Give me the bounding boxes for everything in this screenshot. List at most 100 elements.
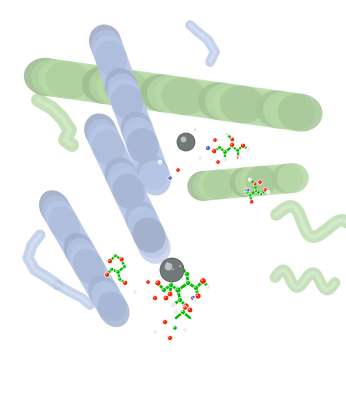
Circle shape [160, 258, 184, 282]
Ellipse shape [95, 41, 127, 76]
Circle shape [183, 328, 187, 332]
Circle shape [123, 280, 128, 285]
Circle shape [168, 176, 172, 180]
Circle shape [217, 161, 218, 162]
Circle shape [181, 310, 185, 314]
Ellipse shape [45, 201, 77, 236]
Circle shape [179, 265, 181, 267]
Ellipse shape [79, 260, 111, 295]
Circle shape [118, 277, 122, 281]
Ellipse shape [97, 141, 130, 176]
Circle shape [116, 270, 120, 274]
Circle shape [163, 288, 164, 290]
Ellipse shape [278, 94, 322, 132]
Circle shape [237, 156, 239, 158]
Circle shape [158, 160, 162, 164]
Circle shape [231, 146, 232, 147]
Circle shape [119, 278, 120, 279]
Circle shape [224, 158, 225, 159]
Ellipse shape [120, 190, 153, 226]
Circle shape [175, 287, 181, 293]
Circle shape [154, 331, 155, 332]
Ellipse shape [76, 254, 108, 290]
Ellipse shape [133, 144, 165, 179]
Circle shape [184, 272, 190, 276]
Circle shape [153, 330, 157, 334]
Ellipse shape [139, 161, 171, 196]
Circle shape [174, 327, 175, 328]
Ellipse shape [263, 92, 308, 130]
Circle shape [124, 281, 125, 283]
Circle shape [251, 200, 252, 202]
Circle shape [193, 286, 199, 290]
Circle shape [199, 157, 200, 158]
Circle shape [113, 254, 117, 258]
Ellipse shape [128, 206, 160, 242]
Ellipse shape [46, 61, 90, 99]
Ellipse shape [61, 228, 92, 263]
Circle shape [194, 299, 195, 300]
Circle shape [201, 279, 203, 281]
Ellipse shape [261, 164, 293, 194]
Ellipse shape [133, 218, 165, 253]
Circle shape [194, 129, 195, 130]
Ellipse shape [169, 78, 214, 116]
Circle shape [114, 255, 115, 256]
Circle shape [246, 188, 250, 192]
Ellipse shape [203, 170, 235, 200]
Circle shape [230, 137, 235, 142]
Circle shape [146, 280, 150, 284]
Ellipse shape [42, 196, 74, 231]
Ellipse shape [109, 79, 141, 114]
Ellipse shape [51, 212, 83, 247]
Ellipse shape [117, 185, 150, 220]
Circle shape [179, 298, 180, 300]
Circle shape [105, 272, 110, 277]
Circle shape [267, 191, 268, 192]
Circle shape [187, 307, 193, 313]
Ellipse shape [213, 169, 245, 199]
Circle shape [173, 326, 177, 330]
Circle shape [173, 268, 174, 270]
Circle shape [223, 157, 227, 161]
Ellipse shape [125, 72, 170, 110]
Circle shape [254, 189, 258, 192]
Circle shape [258, 180, 262, 184]
Ellipse shape [104, 69, 148, 107]
Ellipse shape [256, 165, 288, 195]
Ellipse shape [112, 174, 145, 209]
Circle shape [122, 265, 126, 268]
Ellipse shape [240, 166, 272, 196]
Ellipse shape [107, 74, 139, 108]
Circle shape [167, 291, 173, 297]
Ellipse shape [82, 66, 127, 104]
Ellipse shape [135, 150, 167, 185]
Circle shape [212, 148, 217, 154]
Circle shape [263, 188, 267, 192]
Circle shape [163, 320, 167, 324]
Ellipse shape [249, 90, 293, 128]
Circle shape [162, 288, 166, 292]
Circle shape [182, 310, 183, 312]
Ellipse shape [110, 168, 143, 204]
Circle shape [182, 310, 183, 312]
Circle shape [156, 281, 158, 283]
Ellipse shape [256, 90, 301, 128]
Ellipse shape [138, 228, 171, 264]
Circle shape [170, 302, 176, 308]
Circle shape [246, 147, 251, 151]
Ellipse shape [98, 292, 129, 327]
Ellipse shape [125, 201, 158, 236]
Ellipse shape [73, 249, 105, 284]
Circle shape [226, 133, 227, 134]
Ellipse shape [229, 167, 261, 197]
Ellipse shape [88, 276, 120, 311]
Ellipse shape [129, 134, 161, 168]
Circle shape [120, 258, 122, 260]
Circle shape [110, 267, 114, 271]
Circle shape [238, 156, 242, 160]
Ellipse shape [131, 139, 163, 174]
Ellipse shape [91, 281, 123, 316]
Circle shape [184, 329, 185, 330]
Circle shape [206, 285, 210, 289]
